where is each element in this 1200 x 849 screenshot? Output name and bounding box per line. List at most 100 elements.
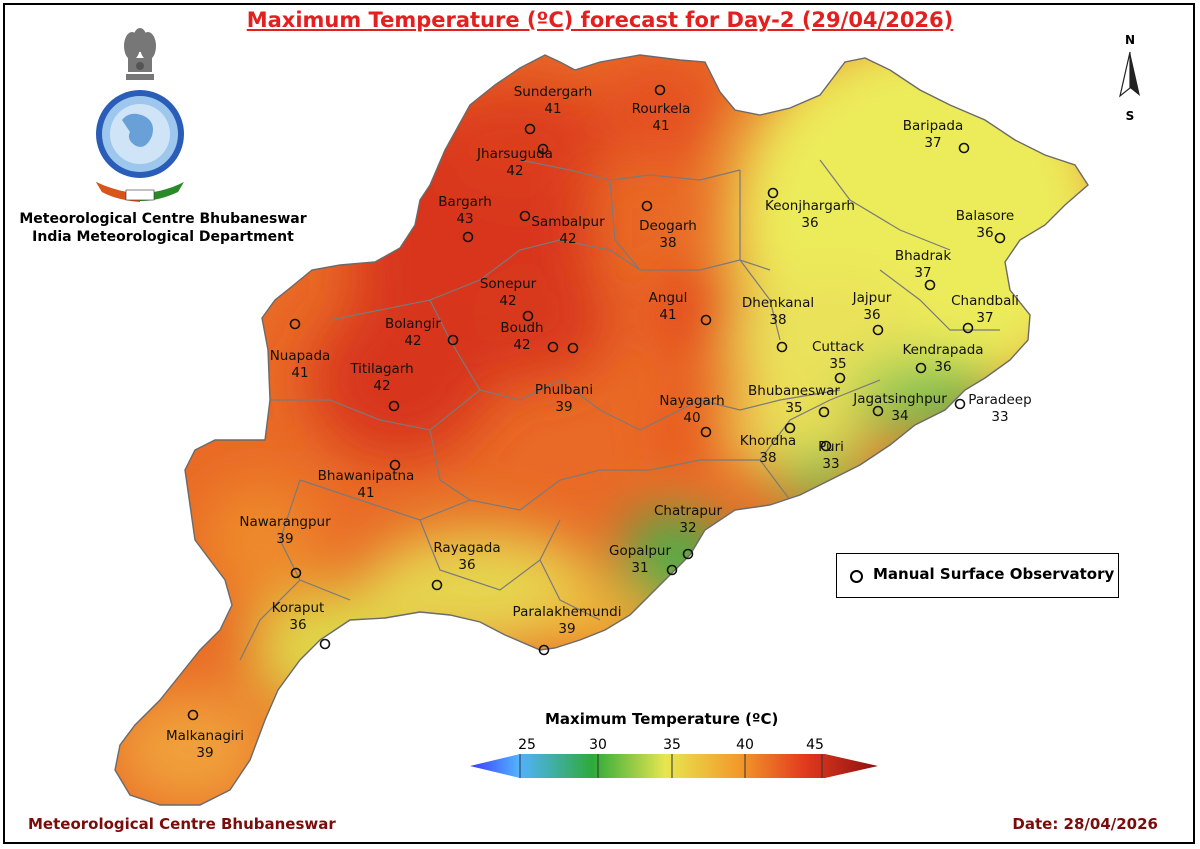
station-name: Rourkela [631, 101, 691, 117]
legend-tick: 30 [589, 737, 607, 753]
station-temperature: 39 [558, 621, 576, 637]
station-label-rayagada: Rayagada 36 [433, 540, 500, 574]
station-name: Boudh [500, 320, 544, 336]
observatory-circle-icon [850, 570, 863, 583]
station-name: Koraput [271, 600, 325, 616]
station-label-gopalpur: Gopalpur 31 [609, 543, 671, 577]
station-marker-jharsuguda [537, 143, 549, 155]
north-arrow-icon: N S [1119, 33, 1140, 123]
station-name: Bhawanipatna [317, 468, 415, 484]
station-temperature: 43 [456, 211, 474, 227]
station-temperature: 41 [659, 307, 677, 323]
compass-north: N [1125, 33, 1135, 47]
station-name: Paradeep [968, 392, 1032, 408]
station-marker-angul [700, 314, 712, 326]
station-name: Sundergarh [513, 84, 593, 100]
map-title: Maximum Temperature (ºC) forecast for Da… [246, 8, 954, 32]
station-marker-malkanagiri [187, 709, 199, 721]
station-name: Dhenkanal [741, 295, 815, 311]
station-temperature: 36 [458, 557, 476, 573]
station-temperature: 37 [924, 135, 942, 151]
station-name: Sambalpur [531, 214, 605, 230]
station-label-rourkela: Rourkela 41 [632, 101, 691, 135]
station-marker-chatrapur [682, 548, 694, 560]
station-marker-titilagarh [388, 400, 400, 412]
station-name: Phulbani [534, 382, 594, 398]
station-marker-sambalpur [519, 210, 531, 222]
station-temperature: 42 [373, 378, 391, 394]
station-label-bolangir: Bolangir 42 [385, 316, 441, 350]
station-marker-dhenkanal [776, 341, 788, 353]
station-temperature: 39 [196, 745, 214, 761]
station-marker-keonjhargarh [767, 187, 779, 199]
legend-title: Maximum Temperature (ºC) [545, 710, 779, 728]
station-temperature: 36 [801, 215, 819, 231]
station-temperature: 41 [544, 101, 562, 117]
observatory-legend-box: Manual Surface Observatory [836, 553, 1119, 598]
station-temperature: 36 [976, 225, 994, 241]
station-name: Malkanagiri [166, 728, 244, 744]
station-label-nuapada: Nuapada 41 [270, 348, 331, 382]
station-marker-baripada [958, 142, 970, 154]
station-name: Jajpur [852, 290, 892, 306]
station-name: Jagatsinghpur [853, 391, 947, 407]
station-name: Bolangir [385, 316, 441, 332]
station-name: Puri [818, 439, 844, 455]
footer-date: Date: 28/04/2026 [1012, 815, 1158, 833]
station-temperature: 36 [289, 617, 307, 633]
station-name: Nuapada [269, 348, 331, 364]
observatory-legend-label: Manual Surface Observatory [873, 565, 1115, 583]
station-label-chatrapur: Chatrapur 32 [654, 503, 722, 537]
station-temperature: 42 [499, 293, 517, 309]
station-label-nayagarh: Nayagarh 40 [659, 393, 724, 427]
station-label-puri: Puri 33 [818, 439, 844, 473]
station-label-malkanagiri: Malkanagiri 39 [166, 728, 244, 762]
station-marker-nawarangpur [290, 567, 302, 579]
station-label-dhenkanal: Dhenkanal 38 [742, 295, 814, 329]
legend-tick: 35 [663, 737, 681, 753]
station-name: Chatrapur [653, 503, 723, 519]
station-name: Rayagada [433, 540, 501, 556]
station-label-bhawanipatna: Bhawanipatna 41 [318, 468, 415, 502]
legend-tick: 45 [806, 737, 824, 753]
station-label-boudh: Boudh 42 [500, 320, 543, 354]
station-name: Nawarangpur [239, 514, 331, 530]
station-marker-cuttack [834, 372, 846, 384]
legend-tick: 40 [736, 737, 754, 753]
station-marker-phulbani [567, 342, 579, 354]
station-label-baripada: Baripada 37 [903, 118, 964, 152]
station-label-bhubaneswar: Bhubaneswar 35 [748, 383, 840, 417]
station-label-titilagarh: Titilagarh 42 [350, 361, 413, 395]
station-name: Gopalpur [609, 543, 671, 559]
station-label-phulbani: Phulbani 39 [535, 382, 593, 416]
station-label-bargarh: Bargarh 43 [438, 194, 492, 228]
station-temperature: 42 [559, 231, 577, 247]
station-marker-jajpur [872, 324, 884, 336]
station-label-khordha: Khordha 38 [740, 433, 796, 467]
station-name: Titilagarh [350, 361, 414, 377]
station-marker-khordha [784, 422, 796, 434]
station-temperature: 38 [759, 450, 777, 466]
station-name: Paralakhemundi [512, 604, 622, 620]
station-temperature: 35 [829, 356, 847, 372]
station-label-chandbali: Chandbali 37 [951, 293, 1019, 327]
station-temperature: 41 [291, 365, 309, 381]
station-label-keonjhargarh: Keonjhargarh 36 [765, 198, 855, 232]
station-marker-kendrapada [915, 362, 927, 374]
compass-south: S [1126, 109, 1135, 123]
station-temperature: 40 [683, 410, 701, 426]
station-label-sonepur: Sonepur 42 [480, 276, 536, 310]
legend-colorbar [470, 754, 878, 778]
station-marker-deogarh [641, 200, 653, 212]
station-marker-boudh [547, 341, 559, 353]
legend-tick: 25 [518, 737, 536, 753]
station-label-angul: Angul 41 [649, 290, 688, 324]
station-marker-bolangir [447, 334, 459, 346]
station-temperature: 42 [513, 337, 531, 353]
station-temperature: 34 [891, 408, 909, 424]
station-name: Angul [648, 290, 688, 306]
station-label-koraput: Koraput 36 [272, 600, 325, 634]
station-temperature: 38 [659, 235, 677, 251]
station-temperature: 39 [276, 531, 294, 547]
station-name: Bhadrak [894, 248, 952, 264]
